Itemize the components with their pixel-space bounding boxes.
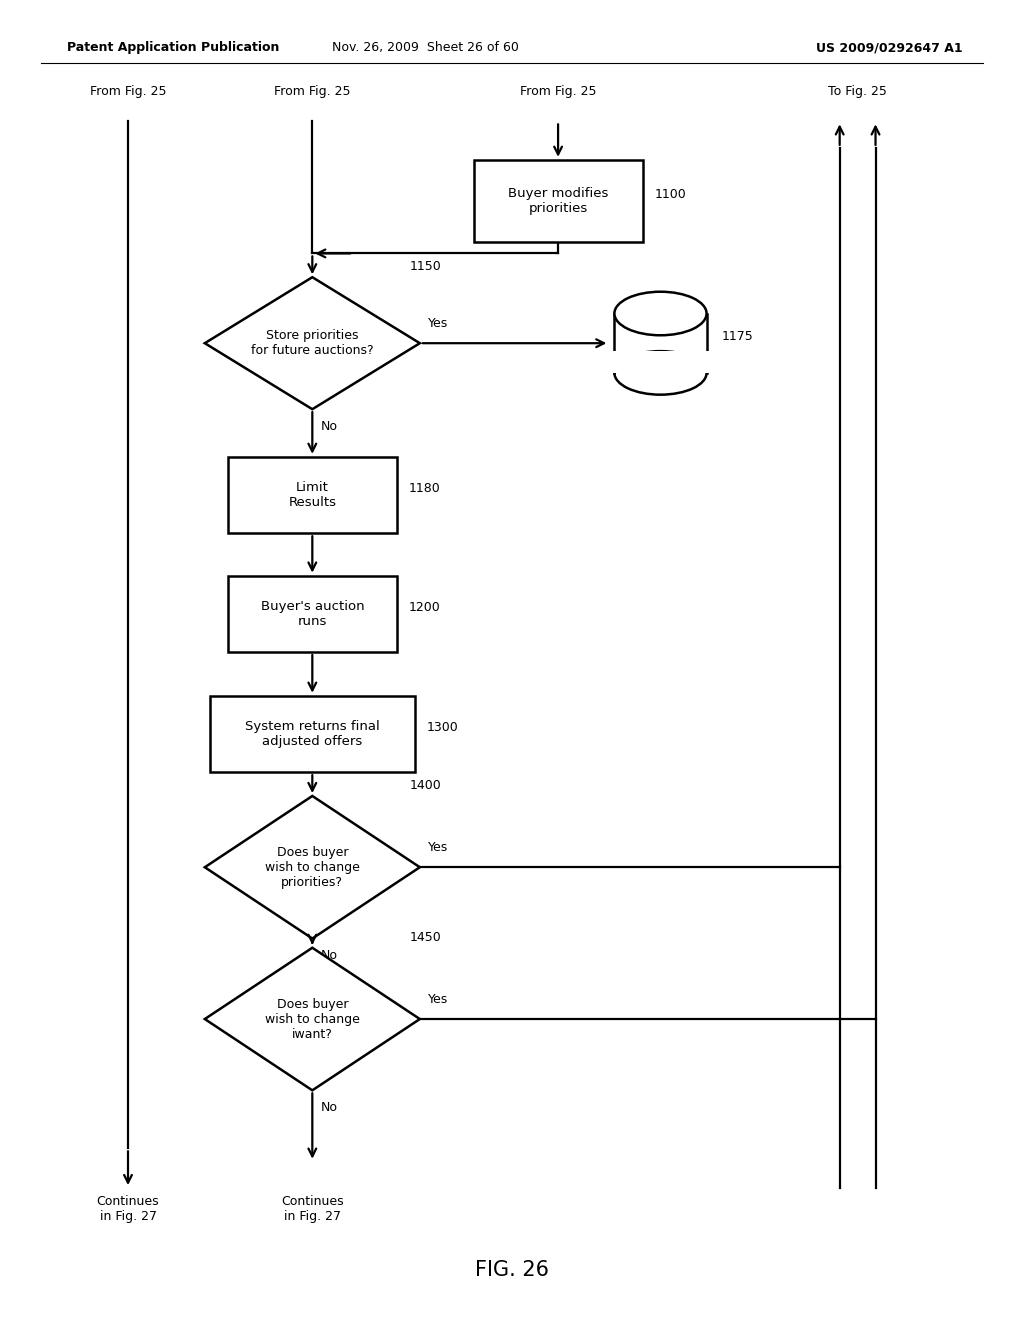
Text: System returns final
adjusted offers: System returns final adjusted offers: [245, 719, 380, 748]
Text: FIG. 26: FIG. 26: [475, 1259, 549, 1280]
Bar: [614, 313, 707, 372]
Text: From Fig. 25: From Fig. 25: [520, 84, 596, 98]
Text: US 2009/0292647 A1: US 2009/0292647 A1: [816, 41, 963, 54]
Text: Yes: Yes: [428, 841, 449, 854]
FancyBboxPatch shape: [210, 696, 415, 772]
Text: Store priorities
for future auctions?: Store priorities for future auctions?: [251, 329, 374, 358]
FancyBboxPatch shape: [227, 576, 396, 652]
Text: Yes: Yes: [428, 993, 449, 1006]
Polygon shape: [205, 948, 420, 1090]
Text: No: No: [321, 1101, 338, 1114]
Text: No: No: [321, 420, 338, 433]
Text: Buyer modifies
priorities: Buyer modifies priorities: [508, 186, 608, 215]
Text: Continues
in Fig. 27: Continues in Fig. 27: [96, 1195, 160, 1222]
Text: No: No: [321, 949, 338, 962]
Text: 1180: 1180: [410, 482, 441, 495]
Text: 1200: 1200: [410, 601, 441, 614]
Text: 1450: 1450: [410, 931, 441, 944]
Text: 1400: 1400: [410, 779, 441, 792]
Polygon shape: [205, 796, 420, 939]
FancyBboxPatch shape: [473, 160, 643, 242]
Text: Yes: Yes: [428, 317, 449, 330]
Text: Buyer's auction
runs: Buyer's auction runs: [260, 599, 365, 628]
Ellipse shape: [614, 292, 707, 335]
Text: Patent Application Publication: Patent Application Publication: [67, 41, 279, 54]
Text: Does buyer
wish to change
iwant?: Does buyer wish to change iwant?: [265, 998, 359, 1040]
Text: From Fig. 25: From Fig. 25: [90, 84, 166, 98]
Text: Continues
in Fig. 27: Continues in Fig. 27: [281, 1195, 344, 1222]
Text: 1100: 1100: [655, 187, 687, 201]
Text: Nov. 26, 2009  Sheet 26 of 60: Nov. 26, 2009 Sheet 26 of 60: [332, 41, 518, 54]
Text: 1300: 1300: [427, 721, 459, 734]
FancyBboxPatch shape: [227, 457, 396, 533]
Text: 1175: 1175: [722, 330, 754, 343]
Polygon shape: [205, 277, 420, 409]
Bar: [609, 351, 712, 372]
Text: To Fig. 25: To Fig. 25: [828, 84, 887, 98]
Text: Does buyer
wish to change
priorities?: Does buyer wish to change priorities?: [265, 846, 359, 888]
Text: From Fig. 25: From Fig. 25: [274, 84, 350, 98]
Text: 1150: 1150: [410, 260, 441, 273]
Text: Limit
Results: Limit Results: [289, 480, 336, 510]
Ellipse shape: [614, 351, 707, 395]
